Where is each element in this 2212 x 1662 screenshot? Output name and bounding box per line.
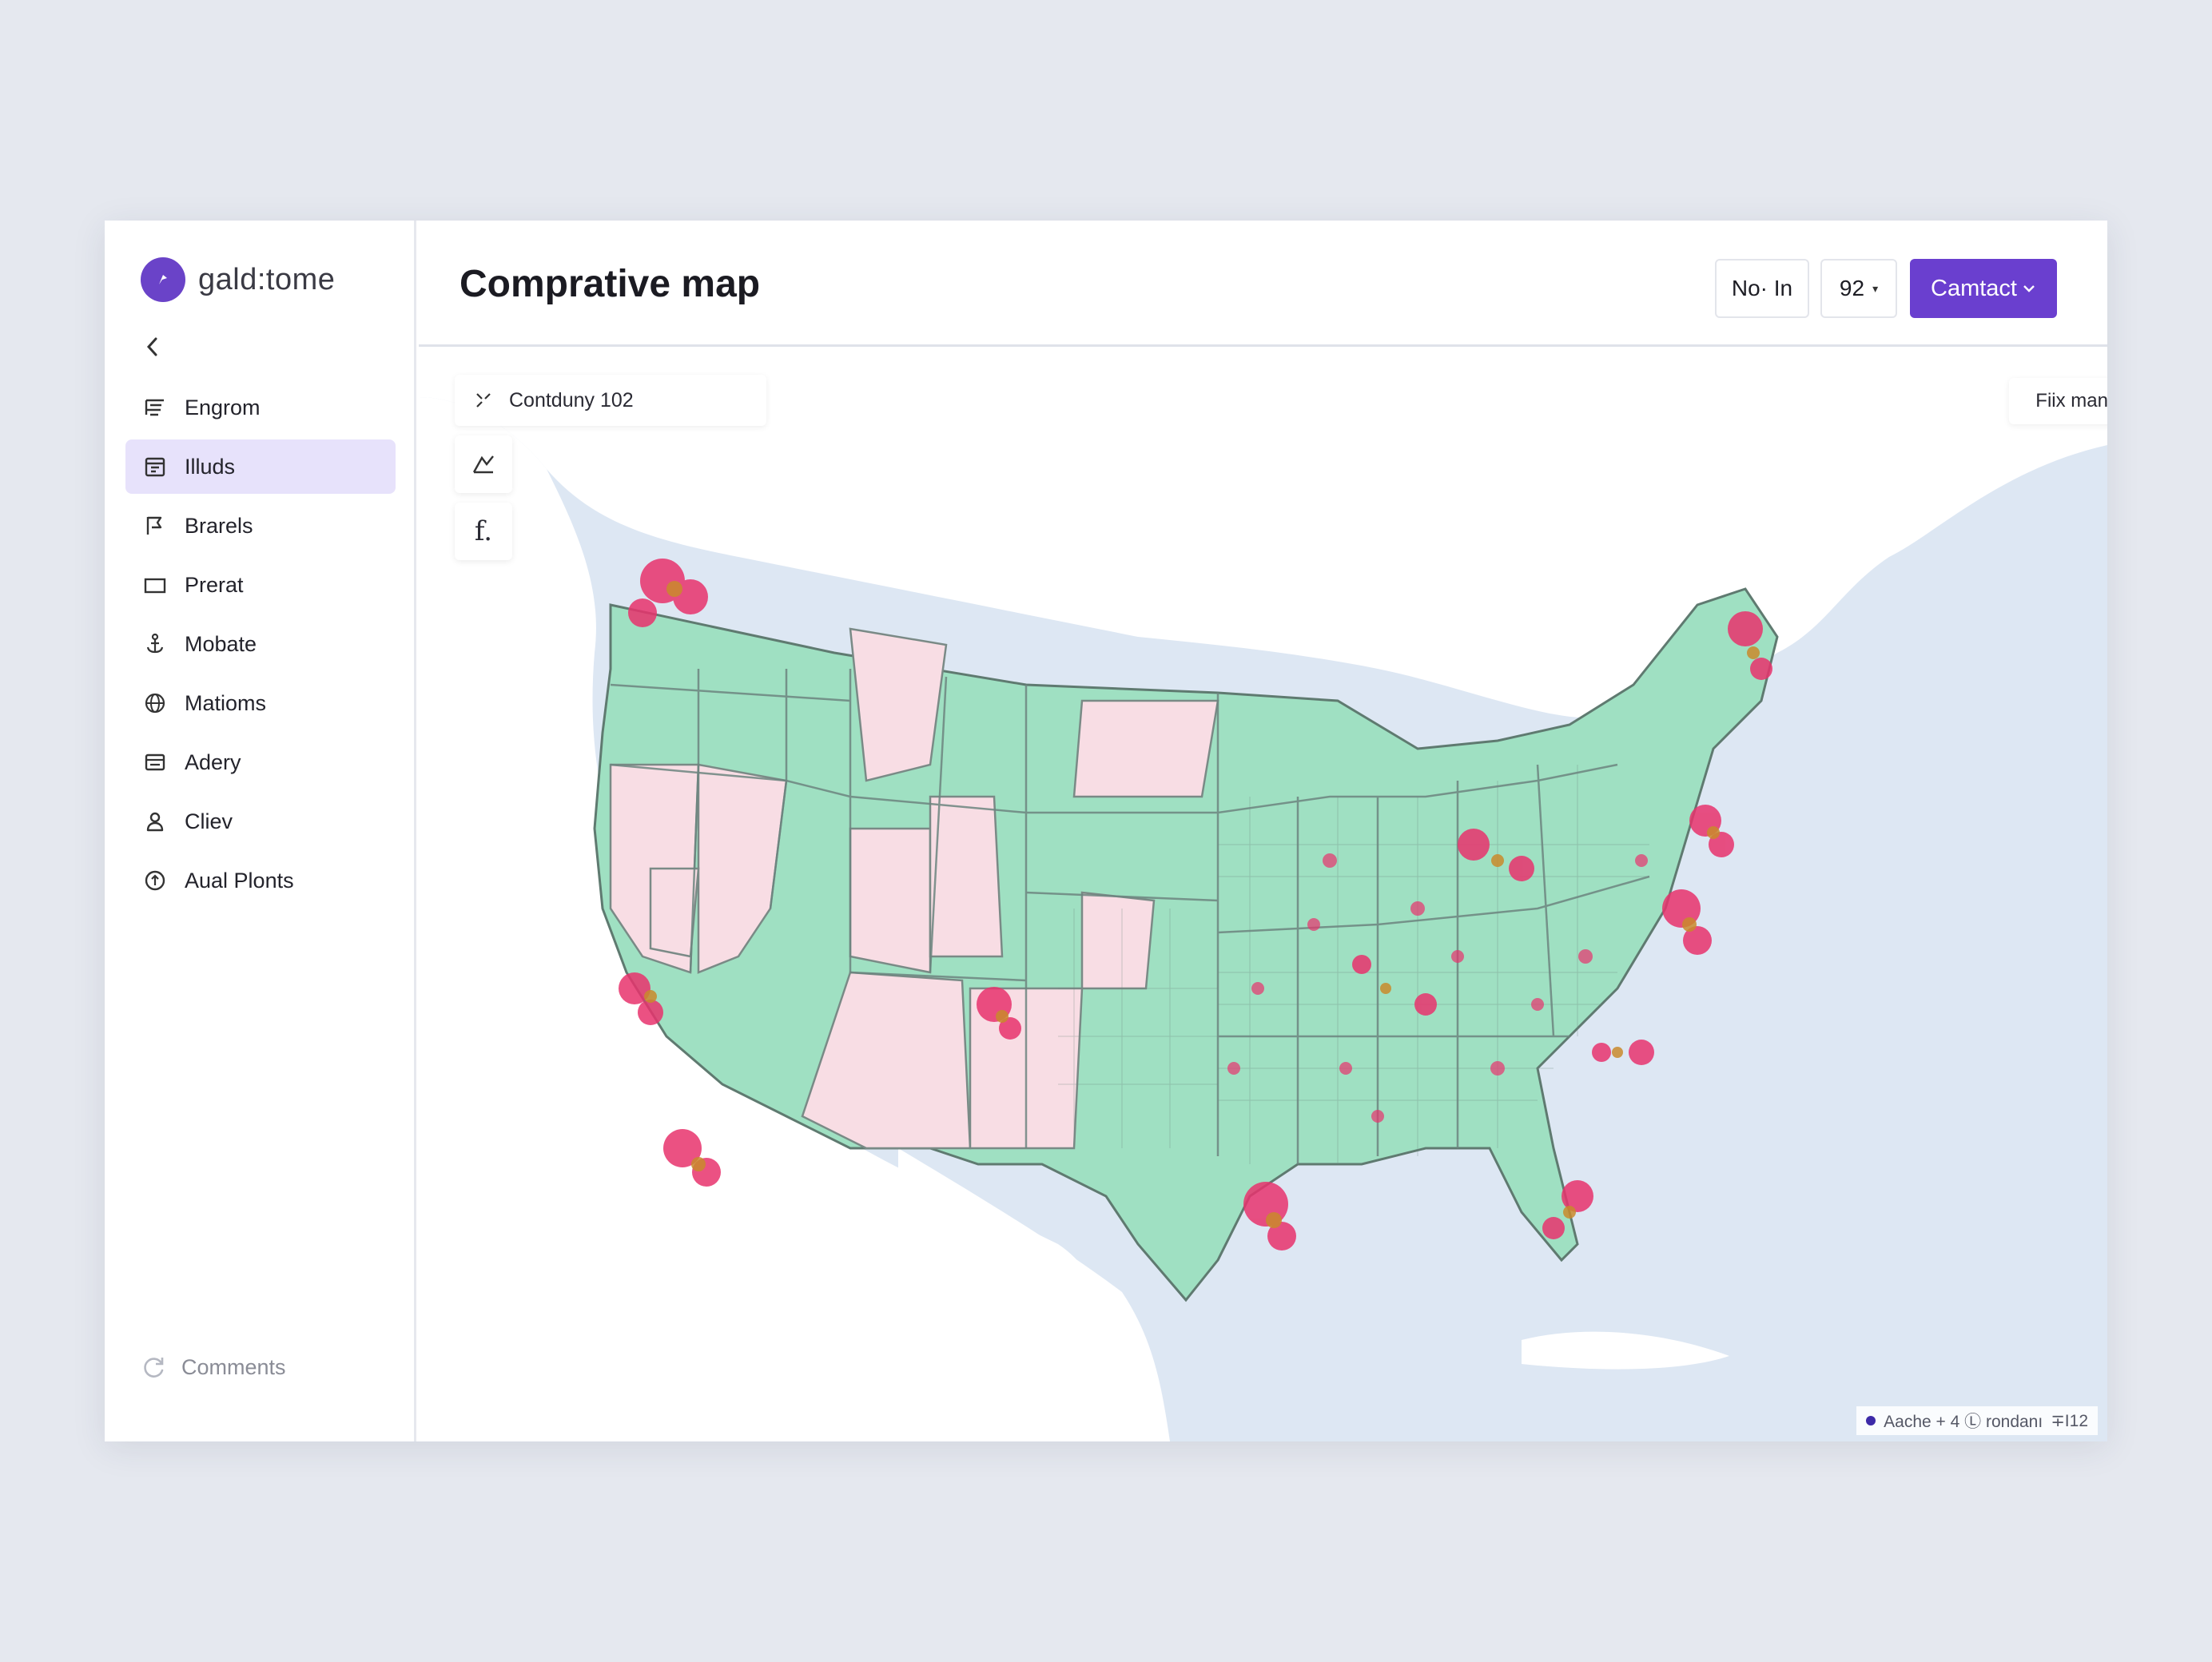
page-title: Comprative map xyxy=(460,263,761,305)
region-pink xyxy=(801,971,972,1150)
sidebar-item-matioms[interactable]: Matioms xyxy=(125,676,396,730)
sidebar-item-label: Cliev xyxy=(185,809,233,833)
contact-button[interactable]: Camtact xyxy=(1910,259,2057,318)
app-window: gald:tome Engrom Illuds Br xyxy=(105,221,2107,1441)
mexico-landmass xyxy=(898,1148,1170,1441)
brand-name: gald:tome xyxy=(198,262,336,296)
collapse-sidebar-button[interactable] xyxy=(137,331,169,363)
sidebar: gald:tome Engrom Illuds Br xyxy=(105,221,416,1441)
region-pink xyxy=(849,627,948,782)
sidebar-item-label: Brarels xyxy=(185,513,253,538)
sidebar-item-label: Adery xyxy=(185,749,241,774)
card-icon xyxy=(141,749,169,776)
comments-button[interactable]: Comments xyxy=(140,1354,286,1381)
us-map[interactable] xyxy=(419,349,2107,1441)
collapse-arrows-icon xyxy=(476,393,491,408)
value-select[interactable]: 92 ▾ xyxy=(1820,259,1897,318)
main-panel: Comprative map No· In 92 ▾ Camtact xyxy=(419,221,2107,1441)
map-attribution: Aache + 4 Ⓛ rondanı ∓I12 xyxy=(1856,1406,2098,1435)
west-coast-landmass xyxy=(419,397,1138,1441)
region-pink xyxy=(697,763,788,974)
calendar-icon xyxy=(141,453,169,480)
region-pink xyxy=(929,795,1004,958)
attribution-text: Aache + 4 Ⓛ rondanı xyxy=(1884,1413,2043,1431)
attribution-code: ∓I12 xyxy=(2051,1411,2088,1430)
region-pink xyxy=(849,827,932,974)
sidebar-item-label: Matioms xyxy=(185,690,267,715)
contact-button-label: Camtact xyxy=(1931,275,2017,301)
filter-chip[interactable]: Fiix mangus 1 xyxy=(2009,378,2107,424)
region-pink xyxy=(1080,891,1156,990)
caribbean-island xyxy=(1522,1331,1729,1370)
draw-icon xyxy=(472,455,494,474)
chevron-left-icon xyxy=(146,337,157,356)
sidebar-item-aual-plonts[interactable]: Aual Plonts xyxy=(125,853,396,908)
function-tool-button[interactable]: f. xyxy=(455,503,512,560)
sidebar-item-label: Illuds xyxy=(185,454,236,479)
sidebar-item-label: Prerat xyxy=(185,572,244,597)
layer-chip[interactable]: Contduny 102 xyxy=(455,375,766,426)
caret-down-icon: ▾ xyxy=(1872,281,1879,295)
anchor-icon xyxy=(141,630,169,658)
sidebar-item-cliev[interactable]: Cliev xyxy=(125,794,396,849)
region-pink xyxy=(1072,699,1219,798)
map-canvas[interactable]: Contduny 102 f. Fiix mangus 1 | Aache + … xyxy=(419,349,2107,1441)
brand-logo-icon xyxy=(141,257,185,302)
sidebar-item-prerat[interactable]: Prerat xyxy=(125,558,396,612)
sidebar-item-illuds[interactable]: Illuds xyxy=(125,439,396,494)
page-header: Comprative map No· In 92 ▾ Camtact xyxy=(419,221,2107,347)
chevron-down-icon xyxy=(2023,285,2035,292)
function-tool-label: f. xyxy=(474,515,493,547)
list-filter-icon xyxy=(141,394,169,421)
sidebar-item-engrom[interactable]: Engrom xyxy=(125,380,396,435)
value-select-label: 92 xyxy=(1839,276,1865,300)
sidebar-item-brarels[interactable]: Brarels xyxy=(125,499,396,553)
sidebar-item-label: Aual Plonts xyxy=(185,868,294,893)
flag-icon xyxy=(141,512,169,539)
attribution-dot-icon xyxy=(1866,1416,1876,1425)
sidebar-nav: Engrom Illuds Brarels Prerat xyxy=(125,380,396,913)
comments-label: Comments xyxy=(181,1354,286,1379)
plus-circle-icon xyxy=(141,867,169,894)
sidebar-item-mobate[interactable]: Mobate xyxy=(125,617,396,671)
sidebar-item-label: Engrom xyxy=(185,395,261,419)
zoom-toggle-button[interactable]: No· In xyxy=(1715,259,1809,318)
layer-chip-label: Contduny 102 xyxy=(509,388,634,412)
hotspot-clusters[interactable] xyxy=(619,559,1772,1250)
globe-icon xyxy=(141,690,169,717)
sidebar-item-adery[interactable]: Adery xyxy=(125,735,396,789)
brand[interactable]: gald:tome xyxy=(141,257,335,302)
folder-icon xyxy=(141,571,169,598)
refresh-icon xyxy=(144,1358,164,1378)
draw-tool-button[interactable] xyxy=(455,435,512,493)
user-icon xyxy=(141,808,169,835)
sidebar-item-label: Mobate xyxy=(185,631,257,656)
